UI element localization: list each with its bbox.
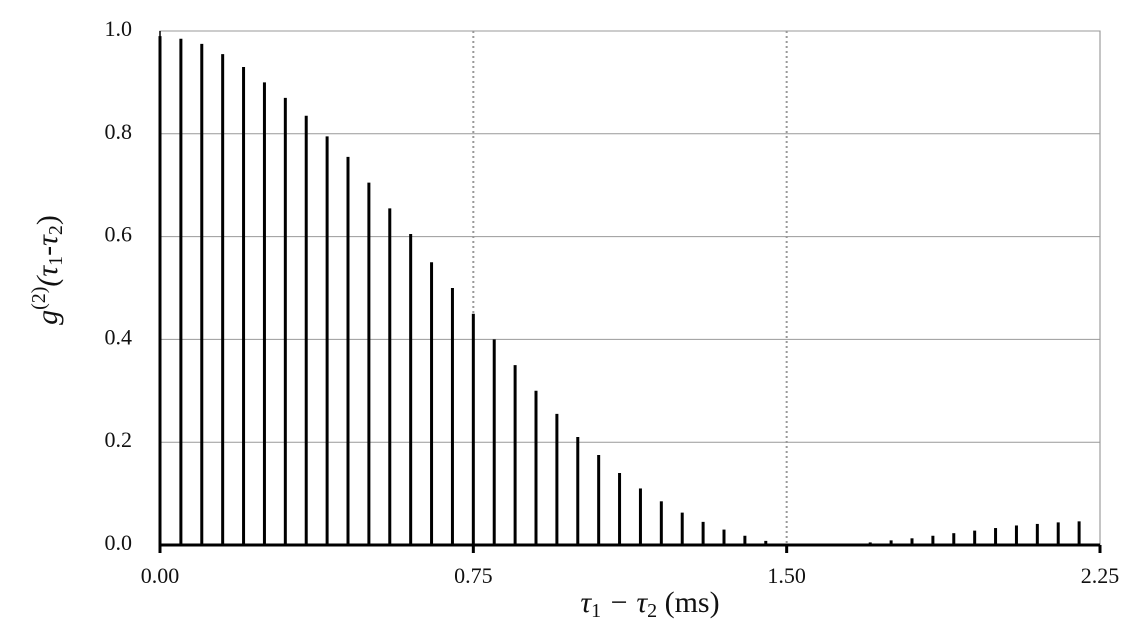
x-tick-label: 0.75 [454,563,493,588]
y-label-part: (2) [28,287,50,310]
y-label-part: 1 [45,256,67,266]
x-axis-label: τ1 − τ2 (ms) [580,586,719,622]
plot-frame [159,30,1101,546]
y-label-part: ) [31,215,64,225]
y-tick-label: 0.4 [105,324,133,349]
y-tick-label: 1.0 [105,16,133,41]
y-axis-label: g(2)(τ1-τ2) [28,215,67,325]
y-label-part: (τ [31,265,64,287]
y-tick-label: 0.2 [105,427,133,452]
y-label-part: 2 [45,225,67,235]
x-tick-label: 1.50 [767,563,806,588]
y-tick-label: 0.0 [105,530,133,555]
x-label-part: τ [580,586,592,619]
x-tick-label: 0.00 [141,563,180,588]
x-label-part: 2 [647,600,657,622]
y-tick-label: 0.8 [105,119,133,144]
y-label-part: g [31,310,64,325]
x-label-part: 1 [591,600,601,622]
x-tick-label: 2.25 [1081,563,1120,588]
y-label-part: -τ [31,234,64,256]
x-label-part: (ms) [657,586,720,619]
y-tick-label: 0.6 [105,222,133,247]
x-label-part: − τ [601,586,648,619]
